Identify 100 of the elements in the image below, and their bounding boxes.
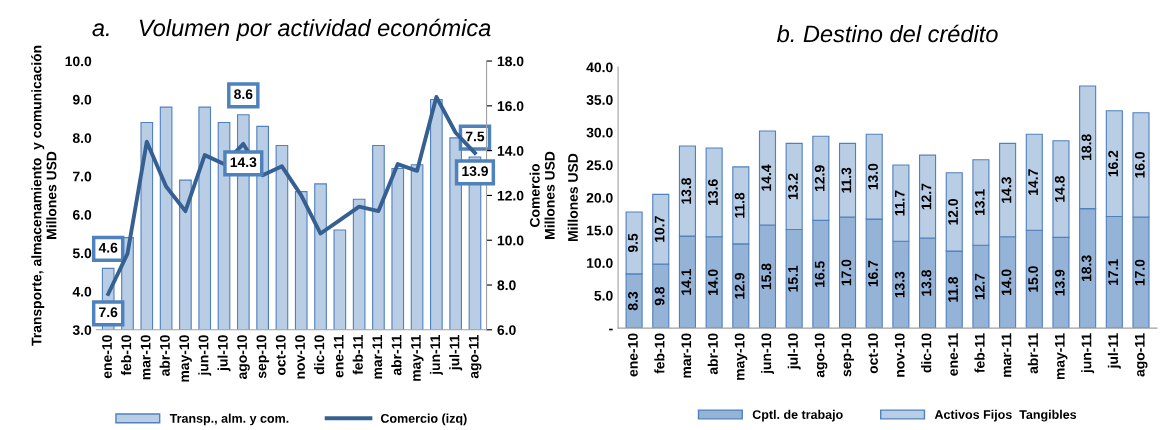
data-label: 12.7 bbox=[921, 183, 932, 210]
y2-tick-label: 6.0 bbox=[497, 325, 516, 335]
legend-label: Activos Fijos Tangibles bbox=[934, 409, 1077, 422]
y-tick-label: 7.0 bbox=[73, 171, 92, 182]
x-tick-label: mar-11 bbox=[372, 335, 383, 379]
legend-label: Transp., alm. y com. bbox=[169, 413, 289, 426]
data-label: 12.7 bbox=[974, 273, 985, 300]
x-tick-label: ago-10 bbox=[814, 333, 828, 378]
data-label: 17.0 bbox=[1134, 259, 1145, 286]
y-tick-label: 20.0 bbox=[586, 192, 613, 203]
data-label: 17.0 bbox=[841, 259, 852, 286]
x-tick-label: dic-10 bbox=[314, 335, 325, 375]
x-tick-label: abr-10 bbox=[707, 333, 718, 375]
data-label: 9.8 bbox=[654, 286, 665, 306]
data-label: 18.8 bbox=[1081, 134, 1092, 160]
y-tick-label: 30.0 bbox=[586, 127, 613, 138]
x-tick-label: ago-11 bbox=[1134, 333, 1148, 377]
x-tick-label: sep-10 bbox=[841, 333, 854, 377]
y-tick-label: 10.0 bbox=[65, 56, 92, 67]
chart-title: a. Volumen por actividad económica bbox=[92, 18, 491, 41]
x-tick-label: oct-10 bbox=[275, 335, 286, 376]
y-tick-label: 15.0 bbox=[587, 225, 613, 236]
x-tick-label: jun-11 bbox=[429, 335, 443, 376]
x-tick-label: jun-10 bbox=[761, 333, 774, 375]
y-tick-label: 10.0 bbox=[587, 258, 613, 269]
x-tick-label: may-11 bbox=[1055, 333, 1068, 380]
x-tick-label: oct-10 bbox=[868, 333, 878, 374]
data-label: 13.2 bbox=[788, 173, 798, 200]
data-label: 12.0 bbox=[948, 198, 958, 225]
x-tick-label: mar-10 bbox=[681, 333, 692, 378]
x-tick-label: abr-10 bbox=[159, 335, 170, 376]
x-tick-label: ene-10 bbox=[102, 335, 112, 379]
y-tick-label: 6.0 bbox=[72, 209, 92, 220]
data-label: 16.0 bbox=[1134, 152, 1145, 178]
x-tick-label: dic-10 bbox=[921, 333, 932, 373]
x-tick-label: feb-10 bbox=[121, 335, 132, 376]
x-tick-label: ago-10 bbox=[237, 335, 250, 380]
data-label: 7.6 bbox=[99, 307, 118, 318]
data-label: 11.7 bbox=[894, 190, 905, 216]
x-tick-label: nov-10 bbox=[894, 333, 905, 377]
data-label: 14.1 bbox=[681, 268, 692, 295]
data-label: 11.8 bbox=[948, 276, 958, 302]
x-tick-label: feb-10 bbox=[654, 333, 665, 374]
chart-title: b. Destino del crédito bbox=[776, 24, 998, 43]
x-tick-label: may-11 bbox=[411, 335, 424, 381]
data-label: 14.3 bbox=[230, 157, 257, 168]
data-label: 16.7 bbox=[868, 260, 878, 287]
data-label: 15.8 bbox=[761, 263, 772, 290]
data-label: 12.9 bbox=[814, 165, 825, 191]
y-tick-label: 5.0 bbox=[594, 290, 613, 301]
y-tick-label: 4.0 bbox=[72, 286, 92, 297]
x-tick-label: may-10 bbox=[734, 333, 748, 380]
x-tick-label: jul-11 bbox=[1107, 333, 1121, 369]
x-tick-label: mar-10 bbox=[140, 335, 151, 380]
data-label: 13.6 bbox=[708, 179, 718, 205]
x-tick-label: feb-11 bbox=[974, 333, 985, 373]
data-label: 14.7 bbox=[1028, 169, 1038, 195]
x-tick-label: ago-11 bbox=[468, 335, 482, 379]
y2-tick-label: 14.0 bbox=[497, 145, 524, 156]
x-tick-label: may-10 bbox=[179, 335, 192, 382]
data-label: 13.3 bbox=[894, 271, 905, 298]
y-tick-label: 5.0 bbox=[72, 248, 92, 259]
data-label: 13.8 bbox=[681, 177, 692, 204]
x-tick-label: abr-11 bbox=[391, 335, 402, 376]
y2-tick-label: 18.0 bbox=[497, 56, 524, 67]
x-tick-label: ene-11 bbox=[948, 333, 958, 376]
data-label: 15.0 bbox=[1028, 266, 1039, 292]
data-label: 9.5 bbox=[627, 233, 638, 253]
y2-tick-label: 16.0 bbox=[497, 101, 524, 112]
y2-tick-label: 10.0 bbox=[497, 235, 524, 246]
y-axis-title: Millones USD bbox=[567, 153, 578, 242]
data-label: 13.0 bbox=[868, 163, 878, 190]
data-label: 16.5 bbox=[814, 261, 825, 287]
data-label: 14.0 bbox=[708, 269, 718, 296]
y-tick-label: 9.0 bbox=[72, 94, 92, 105]
x-tick-label: feb-11 bbox=[352, 335, 363, 375]
y-tick-label: 25.0 bbox=[586, 160, 613, 171]
data-label: 11.3 bbox=[841, 167, 852, 193]
data-label: 14.4 bbox=[761, 164, 772, 191]
x-tick-label: sep-10 bbox=[256, 335, 270, 379]
legend-label: Cptl. de trabajo bbox=[752, 409, 843, 422]
legend-label: Comercio (izq) bbox=[380, 413, 467, 426]
x-tick-label: jul-11 bbox=[449, 335, 463, 371]
data-label: 11.8 bbox=[734, 192, 745, 218]
y-axis-title: Transporte, almacenamiento y comunicación Millones USD bbox=[31, 45, 57, 346]
x-tick-label: jul-10 bbox=[217, 335, 231, 372]
data-label: 12.9 bbox=[734, 273, 745, 299]
data-label: 18.3 bbox=[1081, 255, 1092, 282]
data-label: 17.1 bbox=[1108, 259, 1118, 285]
x-tick-label: jun-10 bbox=[198, 335, 212, 376]
data-label: 15.1 bbox=[788, 265, 798, 292]
y-tick-label: 35.0 bbox=[586, 95, 613, 105]
y-tick-label: - bbox=[609, 328, 613, 331]
x-tick-label: ene-10 bbox=[627, 333, 638, 377]
data-label: 8.6 bbox=[234, 89, 253, 100]
x-tick-label: jul-10 bbox=[787, 333, 801, 370]
data-label: 14.3 bbox=[1001, 177, 1012, 203]
x-tick-label: abr-11 bbox=[1027, 333, 1039, 374]
data-label: 13.9 bbox=[1054, 269, 1065, 296]
y2-tick-label: 12.0 bbox=[497, 190, 524, 201]
